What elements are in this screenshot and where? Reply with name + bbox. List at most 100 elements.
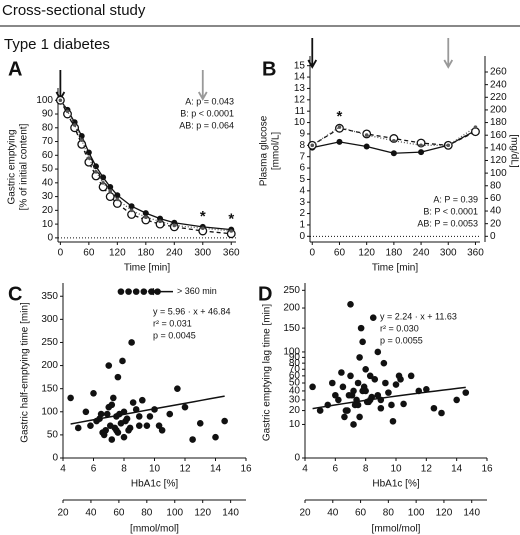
- significance-star: *: [228, 211, 234, 228]
- y-tick-label: 3: [299, 197, 305, 208]
- y-tick-label: 0: [294, 453, 300, 464]
- point: [212, 433, 219, 441]
- y2-tick-label: 240: [490, 79, 507, 90]
- point: [155, 422, 163, 429]
- panel-letter: B: [262, 58, 276, 80]
- x2-tick-label: 60: [355, 508, 367, 519]
- point: [407, 372, 415, 380]
- y-tick-label: 2: [299, 208, 305, 219]
- y-tick-label: 8: [299, 140, 305, 151]
- x-tick-label: 60: [334, 248, 346, 259]
- point: [108, 436, 116, 443]
- x-tick-label: 8: [121, 464, 127, 475]
- marker: [115, 197, 120, 202]
- point: [371, 376, 379, 383]
- y2-tick-label: 220: [490, 92, 507, 103]
- y2-tick-label: 80: [490, 180, 502, 191]
- y2-tick-label: 120: [490, 155, 507, 166]
- y-axis-label: Gastric emptying: [7, 129, 18, 204]
- point: [117, 288, 125, 295]
- point: [82, 408, 90, 416]
- point: [347, 301, 354, 308]
- arrow: [307, 38, 318, 69]
- x-tick-label: 6: [91, 464, 97, 475]
- x2-tick-label: 100: [408, 508, 425, 519]
- y-tick-label: 60: [42, 150, 54, 161]
- point: [99, 429, 106, 436]
- significance-star: *: [337, 108, 343, 125]
- y-tick-label: 20: [42, 205, 54, 216]
- point: [114, 373, 122, 381]
- point: [362, 387, 369, 395]
- marker: [418, 149, 425, 156]
- y-axis-label: Plasma glucose: [259, 115, 270, 186]
- marker: [94, 170, 98, 174]
- point: [221, 417, 228, 425]
- marker: [390, 150, 397, 157]
- marker: [364, 133, 369, 137]
- point: [135, 413, 143, 420]
- point: [423, 385, 430, 393]
- x-tick-label: 4: [302, 464, 308, 475]
- point: [90, 389, 97, 397]
- x-tick-label: 240: [413, 248, 430, 259]
- marker: [114, 192, 121, 199]
- y-tick-label: 300: [41, 314, 58, 325]
- panel-letter: A: [8, 58, 22, 80]
- stat-annotation: AB: p = 0.064: [179, 120, 234, 130]
- y-tick-label: 200: [283, 303, 300, 314]
- x2-tick-label: 80: [141, 508, 153, 519]
- point: [125, 288, 132, 295]
- stat-annotation: y = 5.96 · x + 46.84: [153, 306, 231, 316]
- panel-letter: D: [258, 283, 272, 305]
- point: [354, 401, 362, 409]
- y2-tick-label: 160: [490, 130, 507, 141]
- x-tick-label: 0: [309, 248, 315, 259]
- stat-annotation: p = 0.0045: [153, 330, 196, 340]
- header-title: Cross-sectional study: [2, 2, 146, 19]
- x2-tick-label: 100: [166, 508, 183, 519]
- y-tick-label: 0: [52, 453, 58, 464]
- y-tick-label: 6: [299, 163, 305, 174]
- point: [87, 422, 94, 429]
- marker: [92, 163, 99, 170]
- cap-arrow: [147, 287, 173, 296]
- point: [342, 407, 350, 414]
- y-tick-label: 14: [294, 72, 306, 83]
- point: [369, 314, 377, 322]
- stat-annotation: p = 0.0055: [380, 335, 423, 345]
- y2-tick-label: 180: [490, 117, 507, 128]
- x2-tick-label: 80: [383, 508, 395, 519]
- y-tick-label: 100: [283, 347, 300, 358]
- x2-tick-label: 20: [57, 508, 69, 519]
- y-tick-label: 350: [41, 291, 58, 302]
- x-tick-label: 60: [83, 248, 95, 259]
- y-axis-label: [% of initial content]: [19, 123, 30, 210]
- y-tick-label: 50: [47, 430, 59, 441]
- point: [338, 369, 345, 376]
- y-tick-label: 90: [289, 352, 301, 363]
- y-tick-label: 10: [294, 117, 306, 128]
- marker: [172, 223, 177, 228]
- point: [132, 288, 140, 295]
- point: [125, 426, 132, 434]
- x-tick-label: 240: [166, 248, 183, 259]
- y-tick-label: 80: [289, 358, 301, 369]
- y-tick-label: 15: [294, 60, 306, 71]
- stat-annotation: AB: P = 0.0053: [417, 218, 478, 228]
- point: [362, 365, 369, 373]
- y-tick-label: 50: [289, 378, 301, 389]
- x-tick-label: 12: [179, 464, 191, 475]
- point: [67, 394, 74, 402]
- marker: [392, 138, 396, 143]
- y-tick-label: 4: [299, 185, 305, 196]
- point: [166, 410, 174, 418]
- arrow: [55, 70, 66, 101]
- point: [377, 404, 385, 412]
- point: [359, 338, 366, 346]
- stat-annotation: A: p = 0.043: [185, 96, 234, 106]
- x-tick-label: 120: [109, 248, 126, 259]
- y-tick-label: 250: [283, 285, 300, 296]
- y-tick-label: 200: [41, 360, 58, 371]
- stat-annotation: r² = 0.030: [380, 323, 419, 333]
